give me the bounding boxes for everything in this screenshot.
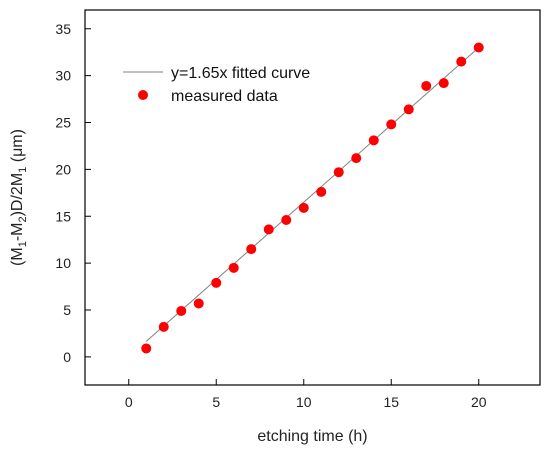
- measured-data-points: [141, 42, 484, 354]
- data-point: [281, 215, 292, 225]
- y-tick-label: 20: [55, 161, 71, 177]
- data-point: [141, 343, 152, 354]
- data-point: [246, 244, 257, 255]
- y-tick-label: 25: [55, 115, 71, 131]
- data-point: [351, 153, 362, 164]
- x-axis-ticks: 0 5 10 15 20: [125, 379, 487, 410]
- y-tick-label: 5: [63, 302, 71, 318]
- y-tick-label: 0: [63, 349, 71, 365]
- y-tick-label: 35: [55, 21, 71, 37]
- y-tick-label: 15: [55, 208, 71, 224]
- x-axis-label: etching time (h): [257, 428, 367, 445]
- legend: y=1.65x fitted curve measured data: [123, 65, 310, 105]
- y-tick-label: 10: [55, 255, 71, 271]
- legend-entry-fitted-curve: y=1.65x fitted curve: [171, 65, 310, 82]
- data-point: [211, 277, 222, 288]
- y-axis-label: (M1-M2)D/2M1 (μm): [9, 129, 29, 266]
- data-point: [473, 42, 484, 53]
- x-tick-label: 10: [296, 394, 312, 410]
- data-point: [438, 78, 449, 89]
- fitted-curve-line: [145, 47, 480, 342]
- y-label-part: -M: [9, 223, 26, 242]
- x-tick-label: 20: [471, 394, 487, 410]
- legend-swatch-measured-data: [138, 90, 148, 100]
- y-label-subscript: 1: [17, 167, 29, 173]
- data-point: [386, 119, 397, 130]
- y-label-subscript: 2: [17, 216, 29, 222]
- y-label-subscript: 1: [17, 241, 29, 247]
- data-point: [333, 167, 344, 178]
- data-point: [456, 56, 467, 67]
- data-point: [403, 104, 414, 115]
- data-point: [298, 202, 309, 213]
- y-label-part: )D/2M: [9, 173, 26, 217]
- data-point: [176, 305, 187, 316]
- data-point: [263, 224, 274, 235]
- data-point: [193, 298, 204, 309]
- x-tick-label: 15: [383, 394, 399, 410]
- x-tick-label: 0: [125, 394, 133, 410]
- data-point: [368, 135, 379, 146]
- data-point: [316, 186, 327, 197]
- y-tick-label: 30: [55, 68, 71, 84]
- data-point: [421, 80, 432, 91]
- data-point: [158, 321, 169, 332]
- y-label-part: (M: [9, 247, 26, 266]
- data-point: [228, 262, 239, 273]
- y-label-part: (μm): [9, 129, 26, 167]
- legend-entry-measured-data: measured data: [171, 88, 278, 105]
- y-axis-ticks: 0 5 10 15 20 25 30 35: [55, 21, 91, 365]
- plot-area-frame: [84, 9, 541, 386]
- x-tick-label: 5: [212, 394, 220, 410]
